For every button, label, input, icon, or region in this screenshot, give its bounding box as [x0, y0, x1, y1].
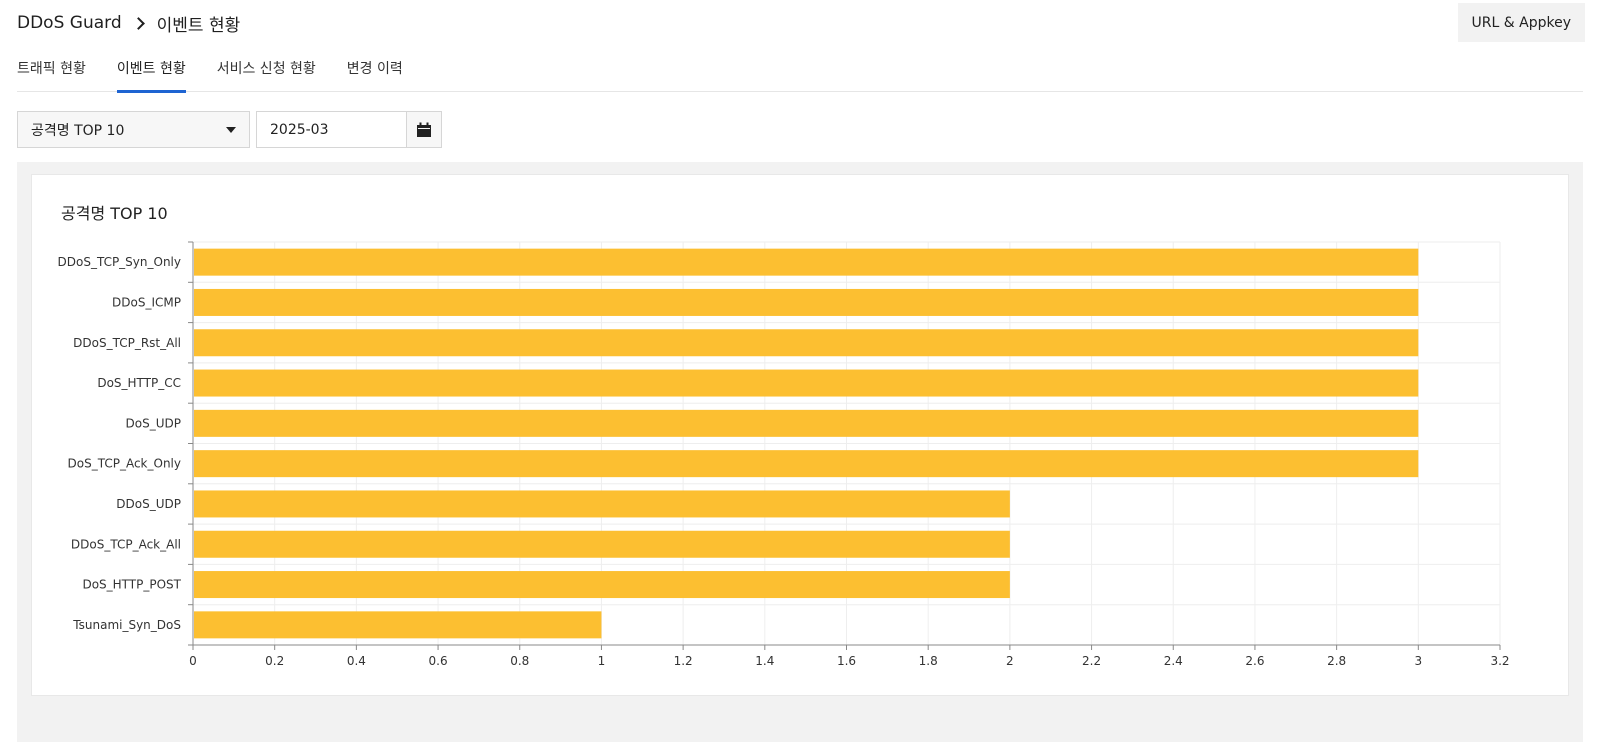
- x-tick-label: 0: [189, 654, 197, 668]
- x-tick-label: 0.2: [265, 654, 284, 668]
- x-tick-label: 3: [1414, 654, 1422, 668]
- x-tick-label: 2.4: [1164, 654, 1183, 668]
- y-tick-label: DoS_TCP_Ack_Only: [68, 457, 181, 471]
- report-type-select[interactable]: 공격명 TOP 10: [17, 111, 250, 148]
- x-tick-label: 3.2: [1490, 654, 1509, 668]
- calendar-icon: [417, 122, 431, 137]
- x-tick-label: 0.4: [347, 654, 366, 668]
- x-tick-label: 1.4: [755, 654, 774, 668]
- x-tick-label: 1.6: [837, 654, 856, 668]
- chart-title: 공격명 TOP 10: [61, 204, 168, 223]
- tab-change-history[interactable]: 변경 이력: [346, 61, 403, 77]
- bar: [194, 611, 602, 639]
- x-tick-label: 2.8: [1327, 654, 1346, 668]
- tab-event-status[interactable]: 이벤트 현황: [116, 44, 186, 93]
- x-tick-label: 2.2: [1082, 654, 1101, 668]
- breadcrumb-service[interactable]: DDoS Guard: [17, 13, 122, 33]
- x-tick-label: 0.8: [510, 654, 529, 668]
- month-input[interactable]: [256, 111, 406, 148]
- filter-bar: 공격명 TOP 10: [17, 111, 442, 148]
- chart-card: 공격명 TOP 10 DDoS_TCP_Syn_Only DDoS_ICMP DDo…: [31, 174, 1569, 696]
- bar: [194, 329, 1419, 357]
- x-tick-label: 2.6: [1245, 654, 1264, 668]
- bar: [194, 530, 1010, 558]
- bar: [194, 248, 1419, 276]
- x-tick-label: 1.2: [674, 654, 693, 668]
- y-tick-label: DoS_UDP: [126, 416, 181, 430]
- chevron-right-icon: [131, 16, 145, 30]
- bar: [194, 369, 1419, 397]
- y-tick-label: DDoS_ICMP: [112, 295, 181, 309]
- bar: [194, 409, 1419, 437]
- y-tick-label: DoS_HTTP_POST: [82, 578, 181, 592]
- url-appkey-button[interactable]: URL & Appkey: [1457, 3, 1585, 42]
- y-tick-label: DoS_HTTP_CC: [97, 376, 181, 390]
- tab-bar: 트래픽 현황 이벤트 현황 서비스 신청 현황 변경 이력: [17, 44, 1583, 93]
- bar: [194, 571, 1010, 599]
- x-tick-label: 1.8: [919, 654, 938, 668]
- chart-panel: 공격명 TOP 10 DDoS_TCP_Syn_Only DDoS_ICMP DDo…: [17, 162, 1583, 742]
- page-title: 이벤트 현황: [156, 15, 241, 36]
- caret-down-icon: [226, 127, 236, 133]
- calendar-button[interactable]: [406, 111, 442, 148]
- x-tick-label: 0.6: [429, 654, 448, 668]
- y-tick-label: DDoS_TCP_Rst_All: [73, 336, 181, 350]
- y-tick-label: DDoS_TCP_Syn_Only: [58, 255, 182, 269]
- x-tick-label: 1: [598, 654, 606, 668]
- breadcrumb: DDoS Guard 이벤트 현황: [17, 10, 240, 36]
- x-tick-label: 2: [1006, 654, 1014, 668]
- tab-service-request-status[interactable]: 서비스 신청 현황: [216, 61, 316, 77]
- bar: [194, 490, 1010, 518]
- y-tick-label: DDoS_TCP_Ack_All: [71, 537, 181, 551]
- tab-traffic-status[interactable]: 트래픽 현황: [17, 61, 86, 77]
- y-tick-label: Tsunami_Syn_DoS: [72, 618, 181, 632]
- bar: [194, 288, 1419, 316]
- bar: [194, 450, 1419, 478]
- report-type-select-value: 공격명 TOP 10: [31, 122, 125, 139]
- y-tick-label: DDoS_UDP: [116, 497, 181, 511]
- bar-chart: DDoS_TCP_Syn_Only DDoS_ICMP DDoS_TCP_Rst_A…: [58, 241, 1510, 668]
